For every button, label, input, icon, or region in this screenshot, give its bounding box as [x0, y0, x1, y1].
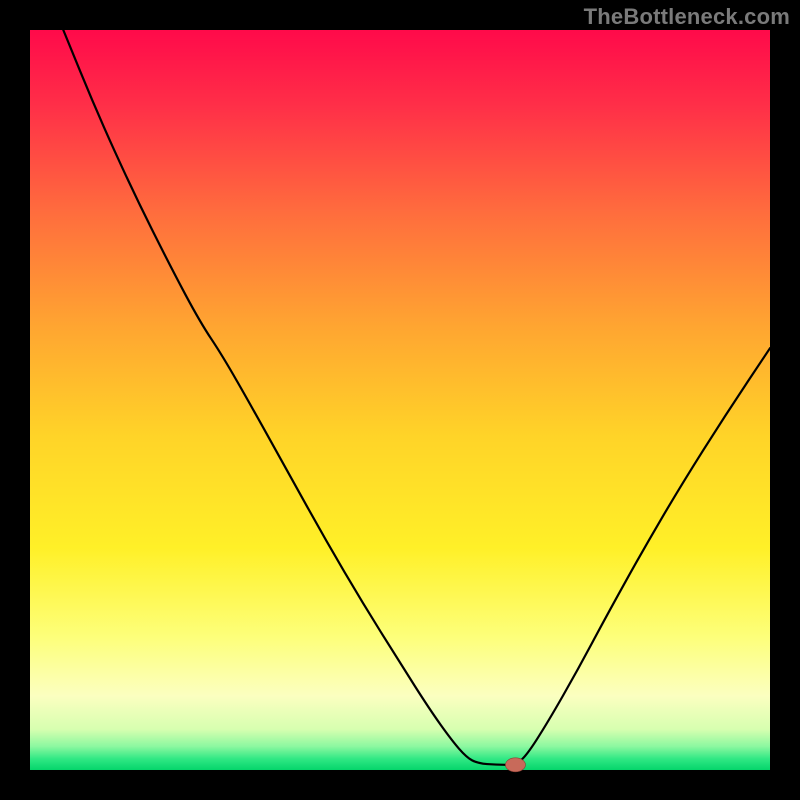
optimum-marker: [505, 758, 525, 772]
source-watermark: TheBottleneck.com: [584, 4, 790, 30]
bottleneck-chart: [0, 0, 800, 800]
plot-gradient-background: [30, 30, 770, 770]
chart-container: TheBottleneck.com: [0, 0, 800, 800]
